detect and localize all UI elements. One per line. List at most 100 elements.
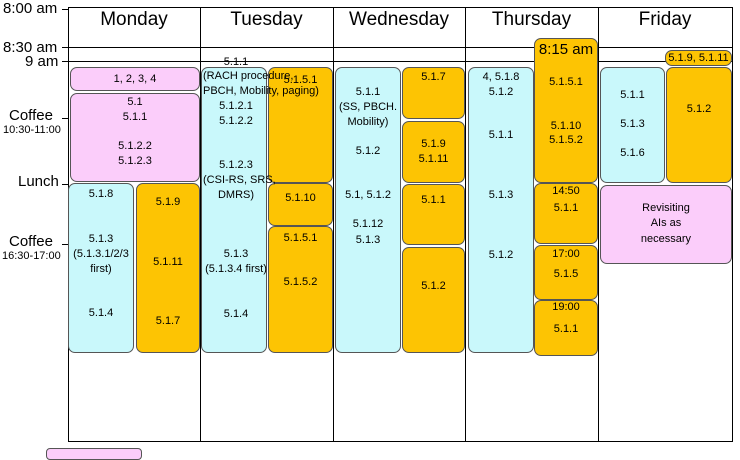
tuesday-main-text: 5.1.2.1 (219, 100, 253, 112)
thursday-main-text: 5.1.2 (488, 249, 514, 261)
monday-agenda-text: 1, 2, 3, 4 (113, 73, 157, 85)
wednesday-parallel-block-1[interactable] (402, 67, 465, 119)
friday-revisiting-block[interactable] (600, 185, 732, 264)
monday-agenda-block[interactable] (70, 67, 200, 91)
friday-main-block[interactable] (600, 67, 665, 183)
monday-afternoon-text: 5.1.8 (88, 188, 114, 200)
thursday-parallel-block-1[interactable] (534, 38, 598, 183)
grid-col-line-1 (200, 7, 201, 442)
thursday-parallel-time: 19:00 (552, 301, 580, 313)
thursday-parallel-text: 5.1.1 (553, 323, 579, 335)
friday-main-text: 5.1.6 (620, 147, 645, 159)
grid-col-line-2 (333, 7, 334, 442)
thursday-main-text: 5.1.2 (488, 86, 514, 98)
tuesday-main-text: DMRS) (217, 189, 255, 201)
time-label-830am: 8:30 am (3, 39, 58, 56)
thursday-start-time: 8:15 am (538, 41, 594, 58)
friday-top-text: 5.1.9, 5.1.11 (668, 52, 729, 64)
friday-main-text: 5.1.3 (620, 118, 645, 130)
wednesday-parallel-text: 5.1.2 (421, 280, 446, 292)
friday-parallel-text: 5.1.2 (686, 103, 712, 115)
thursday-parallel-text: 5.1.5.2 (549, 134, 583, 146)
monday-parallel-text: 5.1.9 (155, 196, 181, 208)
tick-coffee2 (62, 244, 68, 245)
tuesday-parallel-block-1[interactable] (268, 67, 333, 183)
thursday-parallel-block-2[interactable] (534, 183, 598, 244)
monday-parallel-block[interactable] (136, 183, 200, 353)
grid-top-line (68, 7, 733, 8)
monday-morning-text: 5.1.2.3 (118, 155, 152, 167)
wednesday-main-text: 5.1.12 (352, 218, 384, 230)
thursday-parallel-text: 5.1.5 (553, 268, 579, 280)
monday-afternoon-text: 5.1.3 (88, 233, 114, 245)
friday-revisiting-text: Revisiting (642, 202, 690, 214)
day-header-monday: Monday (100, 9, 168, 30)
monday-afternoon-text: (5.1.3.1/2/3 (73, 248, 129, 260)
thursday-main-text: 5.1.3 (488, 189, 514, 201)
wednesday-main-text: 5.1, 5.1.2 (345, 189, 391, 201)
tuesday-main-block[interactable] (201, 67, 267, 353)
tuesday-main-text: PBCH, Mobility, paging) (203, 85, 319, 97)
wednesday-parallel-block-2[interactable] (402, 121, 465, 183)
tuesday-parallel-text: 5.1.5.1 (283, 232, 318, 244)
monday-afternoon-block[interactable] (68, 183, 134, 353)
tick-8am (62, 9, 68, 10)
tuesday-parallel-text: 5.1.5.2 (283, 276, 318, 288)
wednesday-parallel-text: 5.1.11 (418, 153, 449, 165)
wednesday-parallel-block-3[interactable] (402, 184, 465, 245)
thursday-parallel-text: 5.1.5.1 (549, 76, 583, 88)
wednesday-main-block[interactable] (335, 67, 401, 353)
time-label-9am: 9 am (25, 53, 59, 70)
tick-9am (62, 61, 68, 62)
grid-bottom-line (68, 441, 733, 442)
tuesday-parallel-text: 5.1.10 (285, 192, 316, 204)
wednesday-main-text: 5.1.3 (355, 234, 381, 246)
monday-morning-block[interactable] (70, 93, 200, 182)
wednesday-parallel-block-4[interactable] (402, 247, 465, 353)
tick-lunch (62, 184, 68, 185)
wednesday-main-text: 5.1.2 (355, 145, 381, 157)
time-label-8am: 8:00 am (3, 0, 58, 17)
coffee-label-afternoon: Coffee (9, 233, 53, 250)
coffee-range-afternoon: 16:30-17:00 (2, 250, 61, 262)
thursday-parallel-block-4[interactable] (534, 300, 598, 356)
day-header-friday: Friday (638, 9, 692, 30)
wednesday-parallel-text: 5.1.9 (421, 138, 446, 150)
day-header-wednesday: Wednesday (349, 9, 449, 30)
thursday-parallel-time: 14:50 (552, 185, 580, 197)
thursday-main-text: 5.1.1 (488, 129, 514, 141)
tick-coffee1 (62, 118, 68, 119)
coffee-label-morning: Coffee (9, 107, 53, 124)
coffee-range-morning: 10:30-11:00 (3, 124, 61, 136)
thursday-main-text: 4, 5.1.8 (482, 71, 520, 83)
grid-col-line-3 (465, 7, 466, 442)
wednesday-main-text: 5.1.1 (355, 86, 381, 98)
thursday-parallel-text: 5.1.1 (553, 202, 579, 214)
tuesday-main-text: (RACH procedure, (203, 70, 294, 82)
monday-morning-text: 5.1 (127, 96, 143, 108)
wednesday-main-text: Mobility) (347, 116, 389, 128)
tuesday-main-text: 5.1.4 (223, 308, 249, 320)
monday-morning-text: 5.1.1 (122, 111, 148, 123)
grid-col-line-5 (732, 7, 733, 442)
legend-swatch-pink (46, 448, 142, 460)
thursday-main-block[interactable] (468, 67, 534, 353)
tuesday-main-text: 5.1.1 (223, 56, 249, 68)
tick-830 (62, 47, 68, 48)
friday-revisiting-text: necessary (640, 233, 692, 245)
monday-afternoon-text: 5.1.4 (88, 307, 114, 319)
day-header-thursday: Thursday (491, 9, 572, 30)
tuesday-main-text: 5.1.2.2 (219, 115, 253, 127)
thursday-parallel-text: 5.1.10 (550, 120, 582, 132)
lunch-label: Lunch (18, 173, 59, 190)
monday-morning-text: 5.1.2.2 (118, 140, 152, 152)
thursday-parallel-block-3[interactable] (534, 245, 598, 300)
friday-top-block[interactable] (665, 50, 732, 66)
friday-parallel-block[interactable] (666, 67, 732, 183)
tuesday-main-text: (CSI-RS, SRS, (203, 174, 276, 186)
grid-col-line-4 (598, 7, 599, 442)
wednesday-parallel-text: 5.1.7 (421, 71, 446, 83)
tuesday-parallel-block-3[interactable] (268, 226, 333, 353)
tuesday-parallel-block-2[interactable] (268, 183, 333, 226)
thursday-parallel-time: 17:00 (552, 248, 580, 260)
